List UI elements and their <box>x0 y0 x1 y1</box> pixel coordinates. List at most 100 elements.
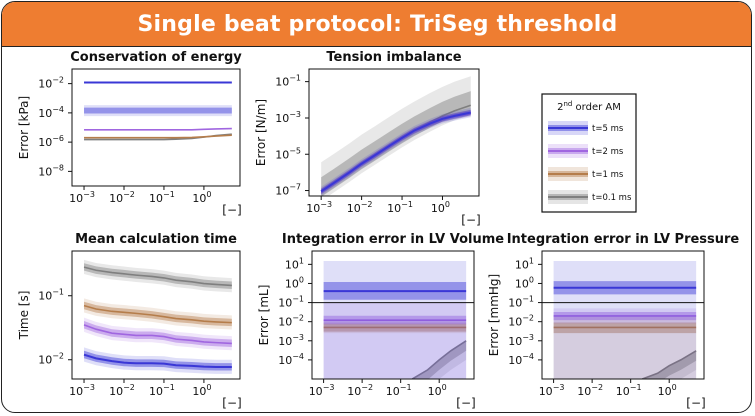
y-tick-label: 10−4 <box>38 105 64 120</box>
band-inner-t01ms <box>84 216 232 227</box>
x-tick-label: 10−1 <box>149 190 175 205</box>
banner-title: Single beat protocol: TriSeg threshold <box>137 11 618 37</box>
legend: 2nd order AM t=5 ms t=2 ms t=1 ms t=0.1 ms <box>541 93 637 213</box>
x-tick-label: 10−3 <box>69 190 95 205</box>
y-tick-label: 10−3 <box>275 110 301 125</box>
band-outer-t5ms <box>84 105 232 117</box>
axes-frame <box>71 250 241 380</box>
axes-frame <box>311 250 475 380</box>
band-inner-t1ms <box>84 216 232 224</box>
band-inner-t01ms <box>642 350 697 379</box>
y-tick-label: 10−7 <box>275 183 301 198</box>
series-line-t5ms <box>320 111 471 193</box>
chart-title: Tension imbalance <box>326 50 461 65</box>
y-tick-label: 10−3 <box>278 333 304 348</box>
x-axis-label: [−] <box>686 396 705 410</box>
x-tick-label: 10−2 <box>347 200 373 215</box>
y-tick-label: 10−2 <box>278 314 304 329</box>
y-axis-label: Error [N/m] <box>254 99 268 166</box>
y-tick-label: 10−1 <box>278 295 304 310</box>
y-tick-label: 101 <box>515 256 534 271</box>
y-tick-label: 10−4 <box>508 352 534 367</box>
x-axis-label: [−] <box>461 213 480 227</box>
chart-5: Integration error in LV Pressure Error [m… <box>487 232 739 410</box>
y-tick-label: 100 <box>285 275 304 290</box>
band-outer-t5ms <box>321 107 471 196</box>
chart-title: Integration error in LV Pressure <box>507 232 740 247</box>
axes-frame <box>71 68 241 187</box>
band-inner-t5ms <box>84 107 232 114</box>
x-tick-label: 10−1 <box>387 200 413 215</box>
x-tick-label: 100 <box>192 190 211 205</box>
plot-area <box>320 76 472 196</box>
x-tick-label: 10−3 <box>309 383 335 398</box>
x-tick-label: 10−1 <box>616 383 642 398</box>
band-outer-t5ms <box>84 347 232 374</box>
chart-title: Conservation of energy <box>70 50 242 65</box>
legend-entry-label: t=1 ms <box>592 170 624 180</box>
y-tick-label: 10−2 <box>508 314 534 329</box>
banner: Single beat protocol: TriSeg threshold <box>2 2 751 47</box>
x-tick-label: 10−2 <box>577 383 603 398</box>
plot-area <box>83 259 232 374</box>
y-tick-label: 10−3 <box>508 333 534 348</box>
plot-area <box>84 81 232 230</box>
y-tick-label: 10−1 <box>38 288 64 303</box>
x-tick-label: 100 <box>658 383 677 398</box>
x-axis-label: [−] <box>456 396 475 410</box>
series-line-t2ms <box>84 127 232 131</box>
legend-entry-label: t=0.1 ms <box>592 193 632 203</box>
band-outer-t1ms <box>84 298 232 330</box>
plot-area <box>323 260 467 379</box>
band-outer-t5ms <box>323 260 467 379</box>
x-tick-label: 100 <box>192 383 211 398</box>
y-axis-label: Error [mL] <box>257 285 271 346</box>
x-tick-label: 10−1 <box>149 383 175 398</box>
axes-frame <box>541 250 705 380</box>
band-outer-t1ms <box>321 109 471 195</box>
y-tick-label: 10−1 <box>275 74 301 89</box>
x-tick-label: 100 <box>431 200 450 215</box>
legend-box <box>541 93 637 213</box>
series-line-t5ms <box>83 353 232 368</box>
y-axis-label: Time [s] <box>17 291 31 341</box>
legend-entry-label: t=2 ms <box>592 147 624 157</box>
band-outer-t1ms <box>84 213 232 227</box>
y-tick-label: 10−2 <box>38 76 64 91</box>
chart-1: Conservation of energy Error [kPa] [−] 10−3… <box>17 50 242 230</box>
y-tick-label: 100 <box>515 275 534 290</box>
y-axis-label: Error [mmHg] <box>487 274 501 356</box>
x-tick-label: 10−2 <box>109 190 135 205</box>
chart-2: Tension imbalance Error [N/m] [−] 10−3 10−2 1… <box>254 50 481 227</box>
axes-frame <box>308 68 480 197</box>
y-tick-label: 10−4 <box>278 352 304 367</box>
legend-entry-label: t=5 ms <box>592 124 624 134</box>
x-axis-label: [−] <box>222 396 241 410</box>
y-tick-label: 10−5 <box>275 146 301 161</box>
legend-title: 2nd order AM <box>557 100 621 113</box>
chart-title: Mean calculation time <box>75 232 237 247</box>
series-line-t01ms <box>83 266 232 287</box>
x-tick-label: 10−1 <box>386 383 412 398</box>
x-tick-label: 10−3 <box>69 383 95 398</box>
series-line-t2ms <box>83 324 232 345</box>
band-outer-t5ms <box>553 260 697 379</box>
band-inner-t5ms <box>321 109 471 195</box>
y-tick-label: 10−2 <box>38 352 64 367</box>
band-outer-t01ms <box>84 259 232 293</box>
x-axis-label: [−] <box>222 203 241 217</box>
x-tick-label: 10−2 <box>347 383 373 398</box>
series-line-t01ms <box>411 340 467 379</box>
band-inner-t01ms <box>321 91 471 196</box>
band-outer-t2ms <box>323 302 467 379</box>
x-tick-label: 10−2 <box>109 383 135 398</box>
band-outer-t2ms <box>84 317 232 351</box>
plot-area <box>553 260 697 379</box>
series-line-t1ms <box>83 304 232 324</box>
band-outer-t01ms <box>84 213 232 230</box>
band-outer-t1ms <box>553 315 697 379</box>
y-tick-label: 10−6 <box>38 134 64 149</box>
band-outer-t01ms <box>642 350 697 379</box>
